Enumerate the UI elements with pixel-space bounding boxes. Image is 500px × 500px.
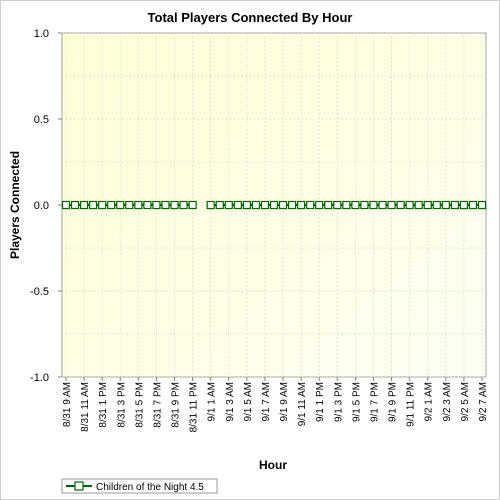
data-point-marker bbox=[315, 200, 324, 210]
x-tick-label: 9/2 3 AM bbox=[442, 382, 453, 421]
data-point-marker bbox=[414, 200, 423, 210]
x-tick-label: 9/1 7 PM bbox=[369, 382, 380, 422]
y-axis-label: Players Connected bbox=[8, 151, 22, 259]
data-point-marker bbox=[324, 200, 333, 210]
data-point-marker bbox=[342, 200, 351, 210]
x-tick-label: 9/1 1 PM bbox=[315, 382, 326, 422]
legend-box bbox=[61, 478, 218, 494]
data-point-marker bbox=[143, 200, 152, 210]
x-tick-label: 9/1 5 PM bbox=[351, 382, 362, 422]
data-point-marker bbox=[269, 200, 279, 210]
x-tick-label: 9/1 9 AM bbox=[279, 382, 290, 421]
y-tick-label: -0.5 bbox=[30, 286, 49, 298]
data-point-marker bbox=[125, 200, 134, 210]
data-point-marker bbox=[387, 200, 396, 210]
x-tick-label: 9/1 9 PM bbox=[388, 382, 399, 422]
data-point-marker bbox=[432, 200, 441, 210]
series-layer bbox=[61, 200, 487, 210]
x-tick-label: 8/31 1 PM bbox=[98, 382, 109, 428]
x-tick-label: 9/1 11 PM bbox=[406, 382, 417, 427]
data-point-marker bbox=[89, 200, 98, 210]
legend-marker-swatch bbox=[74, 481, 84, 491]
data-point-marker bbox=[188, 200, 197, 210]
x-tick-label: 9/2 7 AM bbox=[478, 382, 489, 421]
data-point-marker bbox=[260, 200, 270, 210]
x-tick-label: 9/2 1 AM bbox=[424, 382, 435, 421]
data-point-marker bbox=[152, 200, 161, 210]
data-point-marker bbox=[306, 200, 315, 210]
x-tick-label: 9/1 11 AM bbox=[297, 382, 308, 426]
x-tick-label: 9/1 5 AM bbox=[243, 382, 254, 421]
x-tick-label: 9/1 3 PM bbox=[333, 382, 344, 422]
x-tick-label: 9/2 5 AM bbox=[460, 382, 471, 421]
data-point-marker bbox=[206, 200, 215, 210]
x-tick-label: 8/31 3 PM bbox=[116, 382, 127, 428]
data-point-marker bbox=[287, 200, 297, 210]
data-point-marker bbox=[477, 200, 487, 210]
x-tick-label: 8/31 5 PM bbox=[134, 382, 145, 428]
data-point-marker bbox=[369, 200, 378, 210]
x-tick-label: 8/31 11 AM bbox=[80, 382, 91, 432]
data-point-marker bbox=[297, 200, 306, 210]
data-point-marker bbox=[224, 200, 233, 210]
chart-title: Total Players Connected By Hour bbox=[148, 10, 353, 25]
data-point-marker bbox=[251, 200, 261, 210]
data-point-marker bbox=[116, 200, 125, 210]
y-tick-label: -1.0 bbox=[30, 372, 49, 384]
data-point-marker bbox=[378, 200, 387, 210]
data-point-marker bbox=[233, 200, 242, 210]
y-axis: 1.0 0.5 0.0 -0.5 -1.0 bbox=[30, 28, 62, 384]
y-tick-label: 1.0 bbox=[34, 28, 49, 40]
x-tick-label: 9/1 3 AM bbox=[225, 382, 236, 421]
data-point-marker bbox=[351, 200, 360, 210]
data-point-marker bbox=[98, 200, 107, 210]
data-point-marker bbox=[441, 200, 450, 210]
data-point-marker bbox=[396, 200, 405, 210]
x-tick-label: 9/1 7 AM bbox=[261, 382, 272, 421]
data-point-marker bbox=[134, 200, 143, 210]
x-tick-label: 8/31 7 PM bbox=[152, 382, 163, 428]
data-point-marker bbox=[450, 200, 459, 210]
data-point-marker bbox=[170, 200, 179, 210]
x-tick-label: 8/31 9 AM bbox=[62, 382, 73, 427]
y-tick-label: 0.0 bbox=[34, 200, 49, 212]
data-point-marker bbox=[107, 200, 116, 210]
data-point-marker bbox=[242, 200, 251, 210]
x-tick-label: 9/1 1 AM bbox=[207, 382, 218, 421]
legend: Children of the Night 4.5 bbox=[61, 478, 218, 494]
data-point-marker bbox=[70, 200, 80, 210]
data-point-marker bbox=[423, 200, 432, 210]
x-axis: 8/31 9 AM 8/31 11 AM 8/31 1 PM 8/31 3 PM 8/3… bbox=[62, 377, 489, 432]
data-point-marker bbox=[360, 200, 369, 210]
data-point-marker bbox=[333, 200, 342, 210]
data-point-marker bbox=[61, 200, 71, 210]
x-tick-label: 8/31 9 PM bbox=[171, 382, 182, 428]
x-axis-label: Hour bbox=[259, 458, 287, 472]
data-point-marker bbox=[215, 200, 224, 210]
legend-series-label: Children of the Night 4.5 bbox=[96, 482, 204, 493]
data-point-marker bbox=[179, 200, 188, 210]
data-point-marker bbox=[405, 200, 414, 210]
data-point-marker bbox=[161, 200, 170, 210]
x-tick-label: 8/31 11 PM bbox=[189, 382, 200, 432]
data-point-marker bbox=[79, 200, 89, 210]
data-point-marker bbox=[459, 200, 469, 210]
data-point-marker bbox=[278, 200, 288, 210]
data-point-marker bbox=[468, 200, 478, 210]
y-tick-label: 0.5 bbox=[34, 114, 49, 126]
